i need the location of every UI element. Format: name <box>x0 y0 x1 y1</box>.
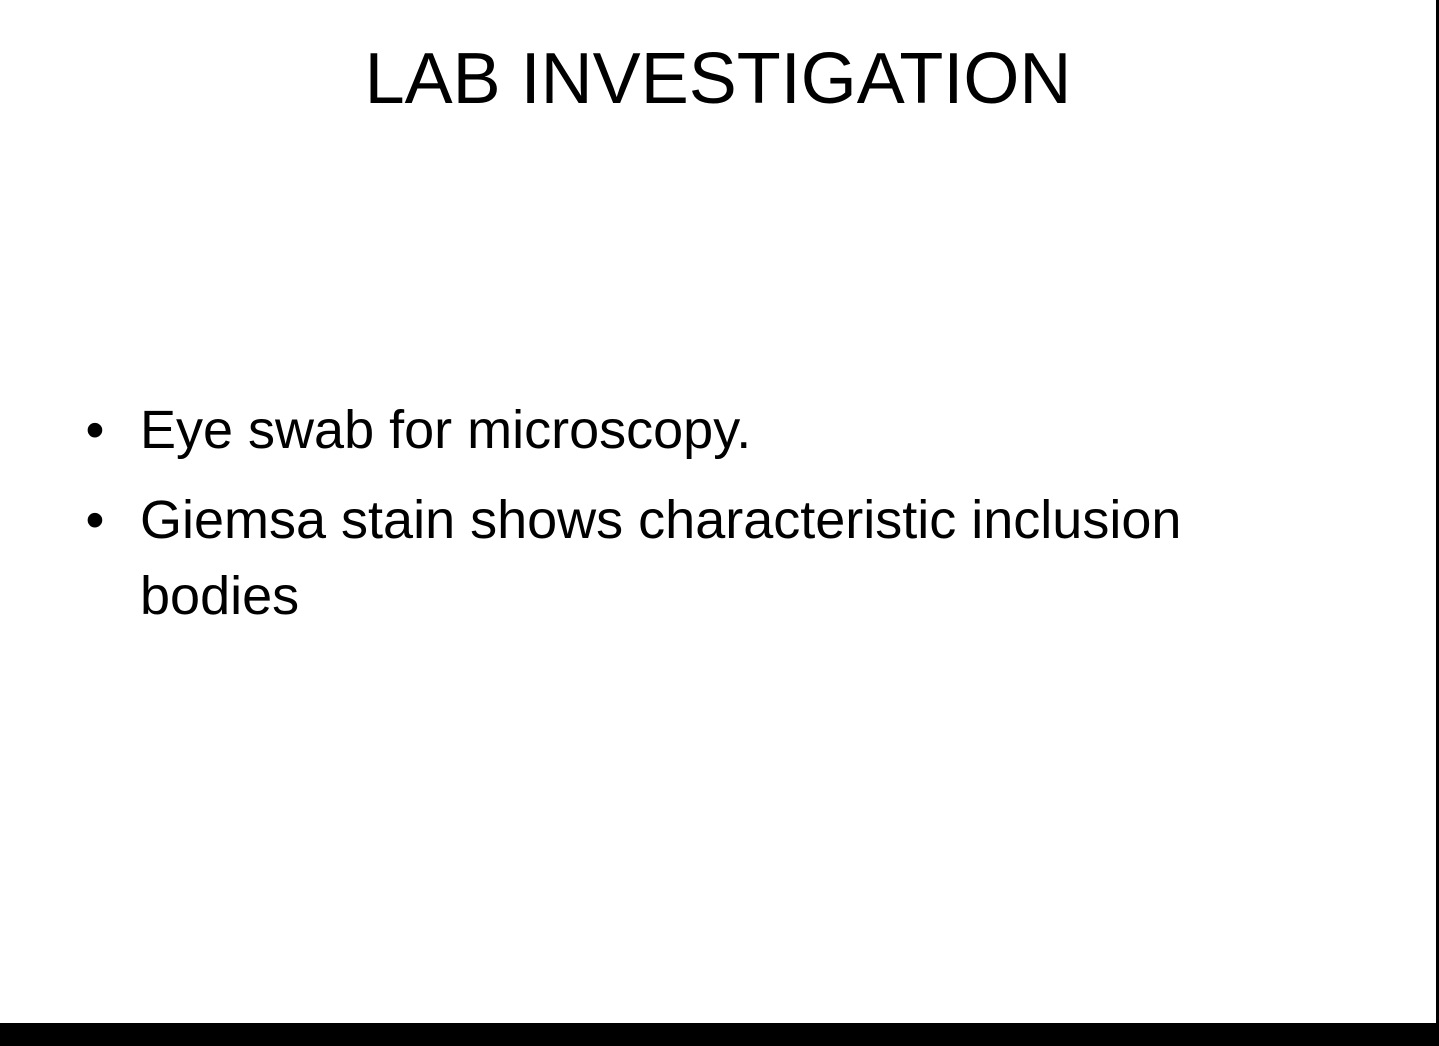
slide: LAB INVESTIGATION • Eye swab for microsc… <box>80 39 1330 648</box>
list-item: • Giemsa stain shows characteristic incl… <box>80 482 1330 634</box>
bullet-dot-icon: • <box>85 490 105 550</box>
bullet-text: Giemsa stain shows characteristic inclus… <box>140 490 1182 626</box>
bullet-list: • Eye swab for microscopy. • Giemsa stai… <box>80 392 1330 648</box>
list-item: • Eye swab for microscopy. <box>80 392 1330 468</box>
right-frame-edge <box>1436 0 1439 1046</box>
bullet-dot-icon: • <box>85 400 105 460</box>
bullet-text: Eye swab for microscopy. <box>140 400 752 460</box>
bottom-frame-bar <box>0 1023 1439 1046</box>
slide-title: LAB INVESTIGATION <box>364 39 1072 119</box>
